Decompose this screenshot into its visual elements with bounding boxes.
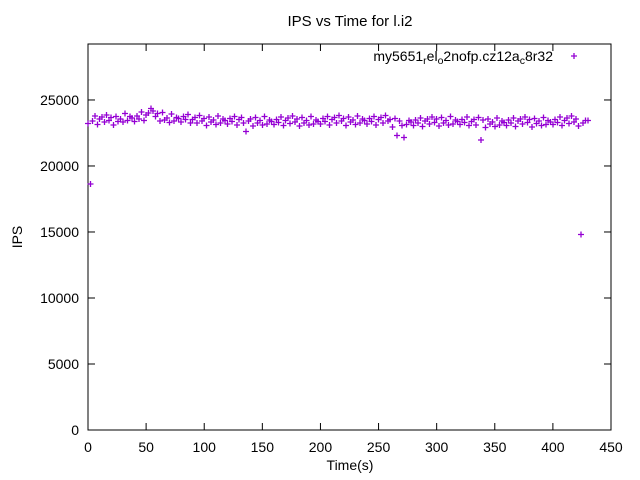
legend-plus-marker-icon: [571, 53, 577, 59]
x-tick-label: 50: [138, 439, 154, 455]
y-tick-label: 10000: [40, 290, 79, 306]
x-axis-tick-labels: 0 50 100 150 200 250 300 350 400 450: [84, 439, 623, 455]
x-tick-label: 400: [541, 439, 565, 455]
x-tick-label: 150: [251, 439, 275, 455]
legend-label-subscript: c: [520, 55, 525, 67]
axis-tick-marks: [87, 44, 612, 431]
x-tick-label: 450: [599, 439, 623, 455]
x-tick-label: 300: [425, 439, 449, 455]
y-tick-label: 25000: [40, 92, 79, 108]
x-axis-label: Time(s): [327, 457, 374, 473]
legend-label-segment: 8r32: [525, 48, 553, 64]
legend-label-segment: my5651: [373, 48, 423, 64]
plot-border: [87, 43, 612, 431]
legend-series-label: my5651relo2nofp.cz12ac8r32: [373, 48, 553, 67]
x-tick-label: 200: [309, 439, 333, 455]
x-tick-label: 350: [483, 439, 507, 455]
y-tick-label: 20000: [40, 158, 79, 174]
legend-label-subscript: o: [438, 55, 444, 67]
legend-label-segment: 2nofp.cz12a: [443, 48, 519, 64]
scatter-points-series: [85, 105, 591, 238]
legend-label-subscript: r: [423, 55, 427, 67]
x-tick-label: 100: [193, 439, 217, 455]
y-tick-label: 15000: [40, 224, 79, 240]
y-tick-label: 0: [71, 422, 79, 438]
legend-label-segment: el: [427, 48, 438, 64]
x-tick-label: 0: [84, 439, 92, 455]
chart-title: IPS vs Time for l.i2: [287, 13, 412, 30]
legend: my5651relo2nofp.cz12ac8r32: [373, 48, 577, 67]
y-axis-label: IPS: [9, 226, 25, 249]
y-axis-tick-labels: 0 5000 10000 15000 20000 25000: [40, 92, 79, 438]
y-tick-label: 5000: [48, 356, 79, 372]
x-tick-label: 250: [367, 439, 391, 455]
